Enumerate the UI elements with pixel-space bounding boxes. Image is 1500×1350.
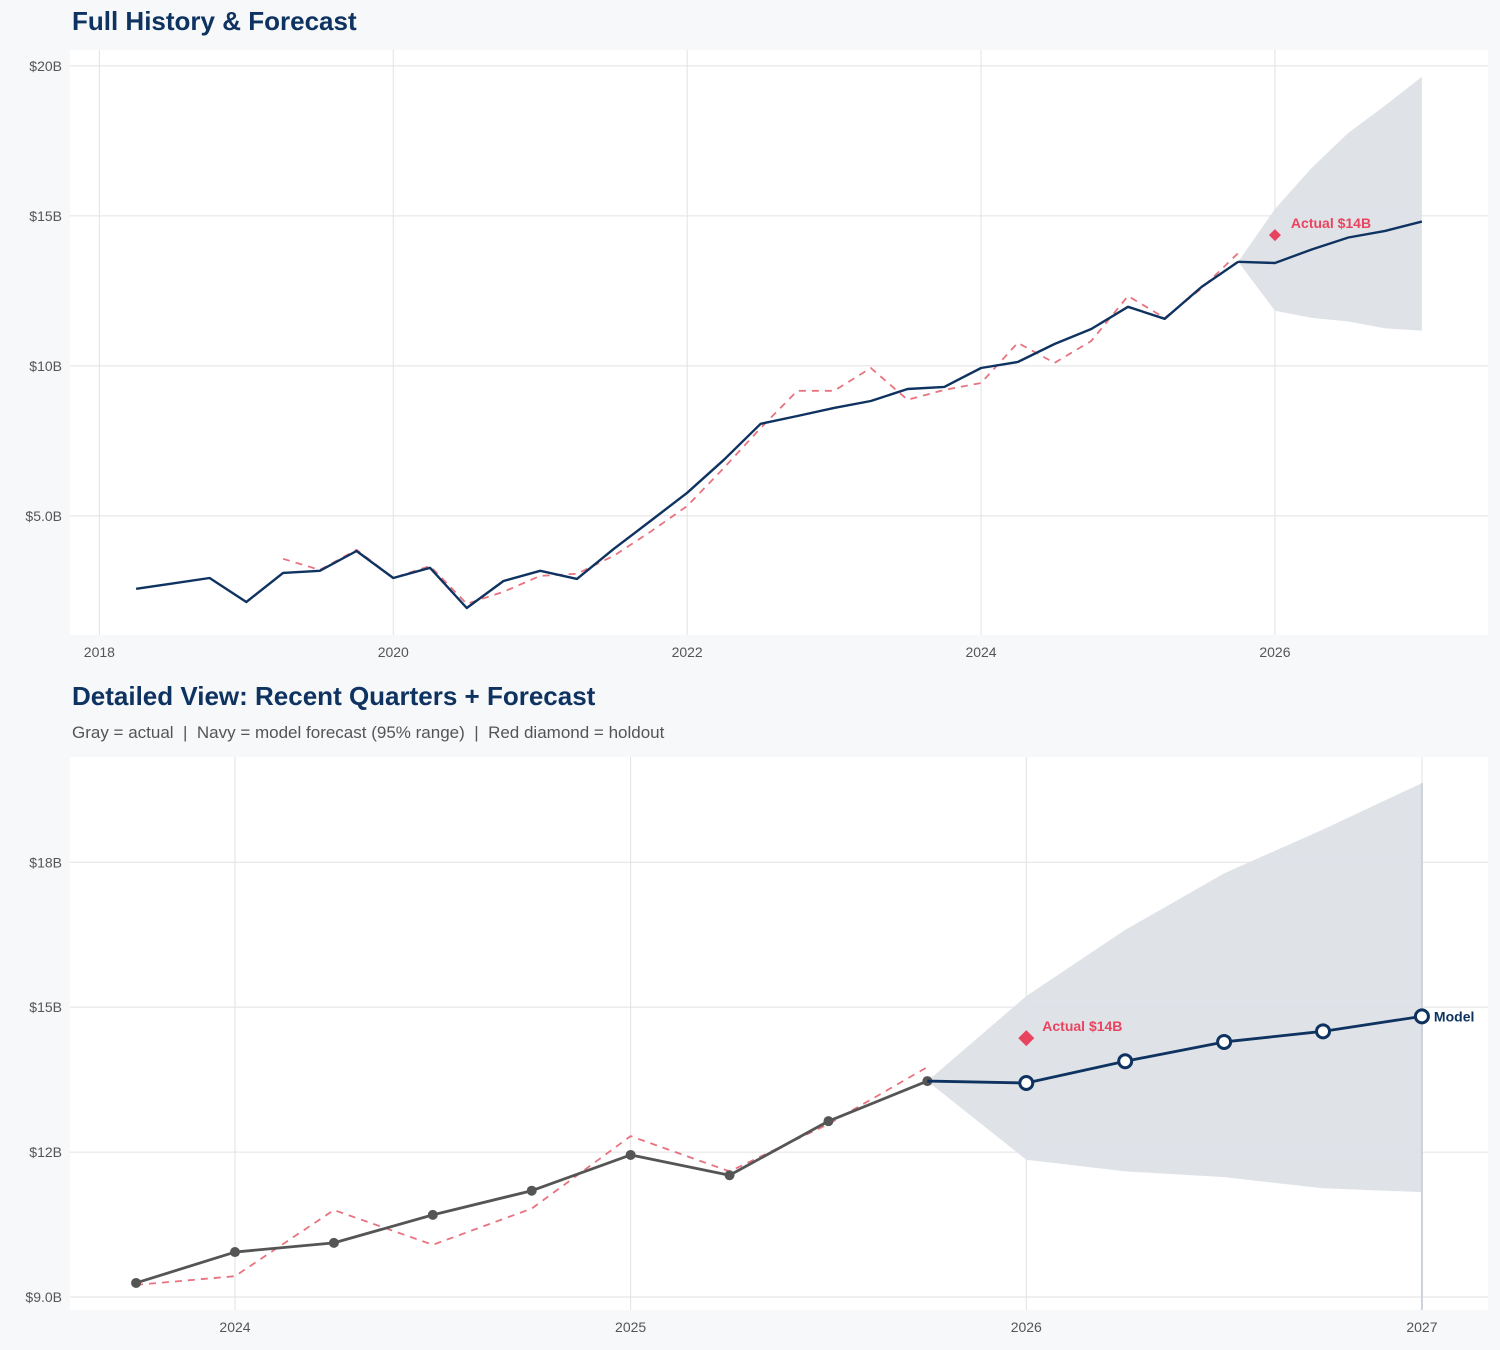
model-end-label: Model: [1434, 1008, 1474, 1024]
x-tick-label: 2024: [219, 1319, 250, 1335]
x-tick-label: 2027: [1406, 1319, 1437, 1335]
fitted-line: [282, 252, 1239, 605]
actual-point: [328, 1237, 339, 1248]
y-tick-label: $18B: [29, 854, 62, 870]
y-tick-label: $9.0B: [25, 1289, 62, 1305]
y-tick-label: $5.0B: [25, 508, 62, 524]
holdout-diamond: [1268, 229, 1281, 242]
forecast-point: [1216, 1033, 1233, 1050]
holdout-label: Actual $14B: [1042, 1018, 1122, 1034]
x-tick-label: 2024: [965, 644, 996, 660]
actual-point: [229, 1247, 240, 1258]
actual-point: [131, 1277, 142, 1288]
y-tick-label: $12B: [29, 1144, 62, 1160]
forecast-point: [1117, 1053, 1134, 1070]
forecast-point: [1413, 1008, 1430, 1025]
bottom-chart-subtitle: Gray = actual | Navy = model forecast (9…: [72, 723, 665, 742]
actual-line: [135, 260, 1239, 610]
x-tick-label: 2026: [1259, 644, 1290, 660]
actual-point: [427, 1209, 438, 1220]
forecast-line: [1238, 220, 1423, 265]
actual-point: [526, 1185, 537, 1196]
holdout-diamond: [1018, 1030, 1035, 1047]
top-chart-title: Full History & Forecast: [72, 6, 357, 36]
x-tick-label: 2018: [84, 644, 115, 660]
holdout-label: Actual $14B: [1291, 215, 1371, 231]
y-tick-label: $20B: [29, 58, 62, 74]
y-tick-label: $15B: [29, 999, 62, 1015]
actual-point: [823, 1116, 834, 1127]
actual-point: [625, 1149, 636, 1160]
top-chart: $5.0B $10B $15B $20B 2018 2020 2022 2024 2026 Act…: [25, 50, 1488, 660]
y-tick-label: $15B: [29, 208, 62, 224]
forecast-line: [927, 1014, 1423, 1085]
bottom-chart: $9.0B $12B $15B $18B 2024 2025 2026 2027 Model Ac…: [25, 757, 1488, 1335]
x-tick-label: 2026: [1011, 1319, 1042, 1335]
x-tick-label: 2022: [672, 644, 703, 660]
plot-area: [70, 50, 1488, 635]
forecast-point: [1315, 1023, 1332, 1040]
forecast-band: [927, 783, 1422, 1193]
x-tick-label: 2025: [615, 1319, 646, 1335]
forecast-point: [1018, 1075, 1035, 1092]
bottom-chart-title: Detailed View: Recent Quarters + Forecas…: [72, 681, 596, 711]
y-tick-label: $10B: [29, 358, 62, 374]
forecast-band: [1238, 76, 1422, 331]
x-tick-label: 2020: [378, 644, 409, 660]
actual-point: [724, 1170, 735, 1181]
